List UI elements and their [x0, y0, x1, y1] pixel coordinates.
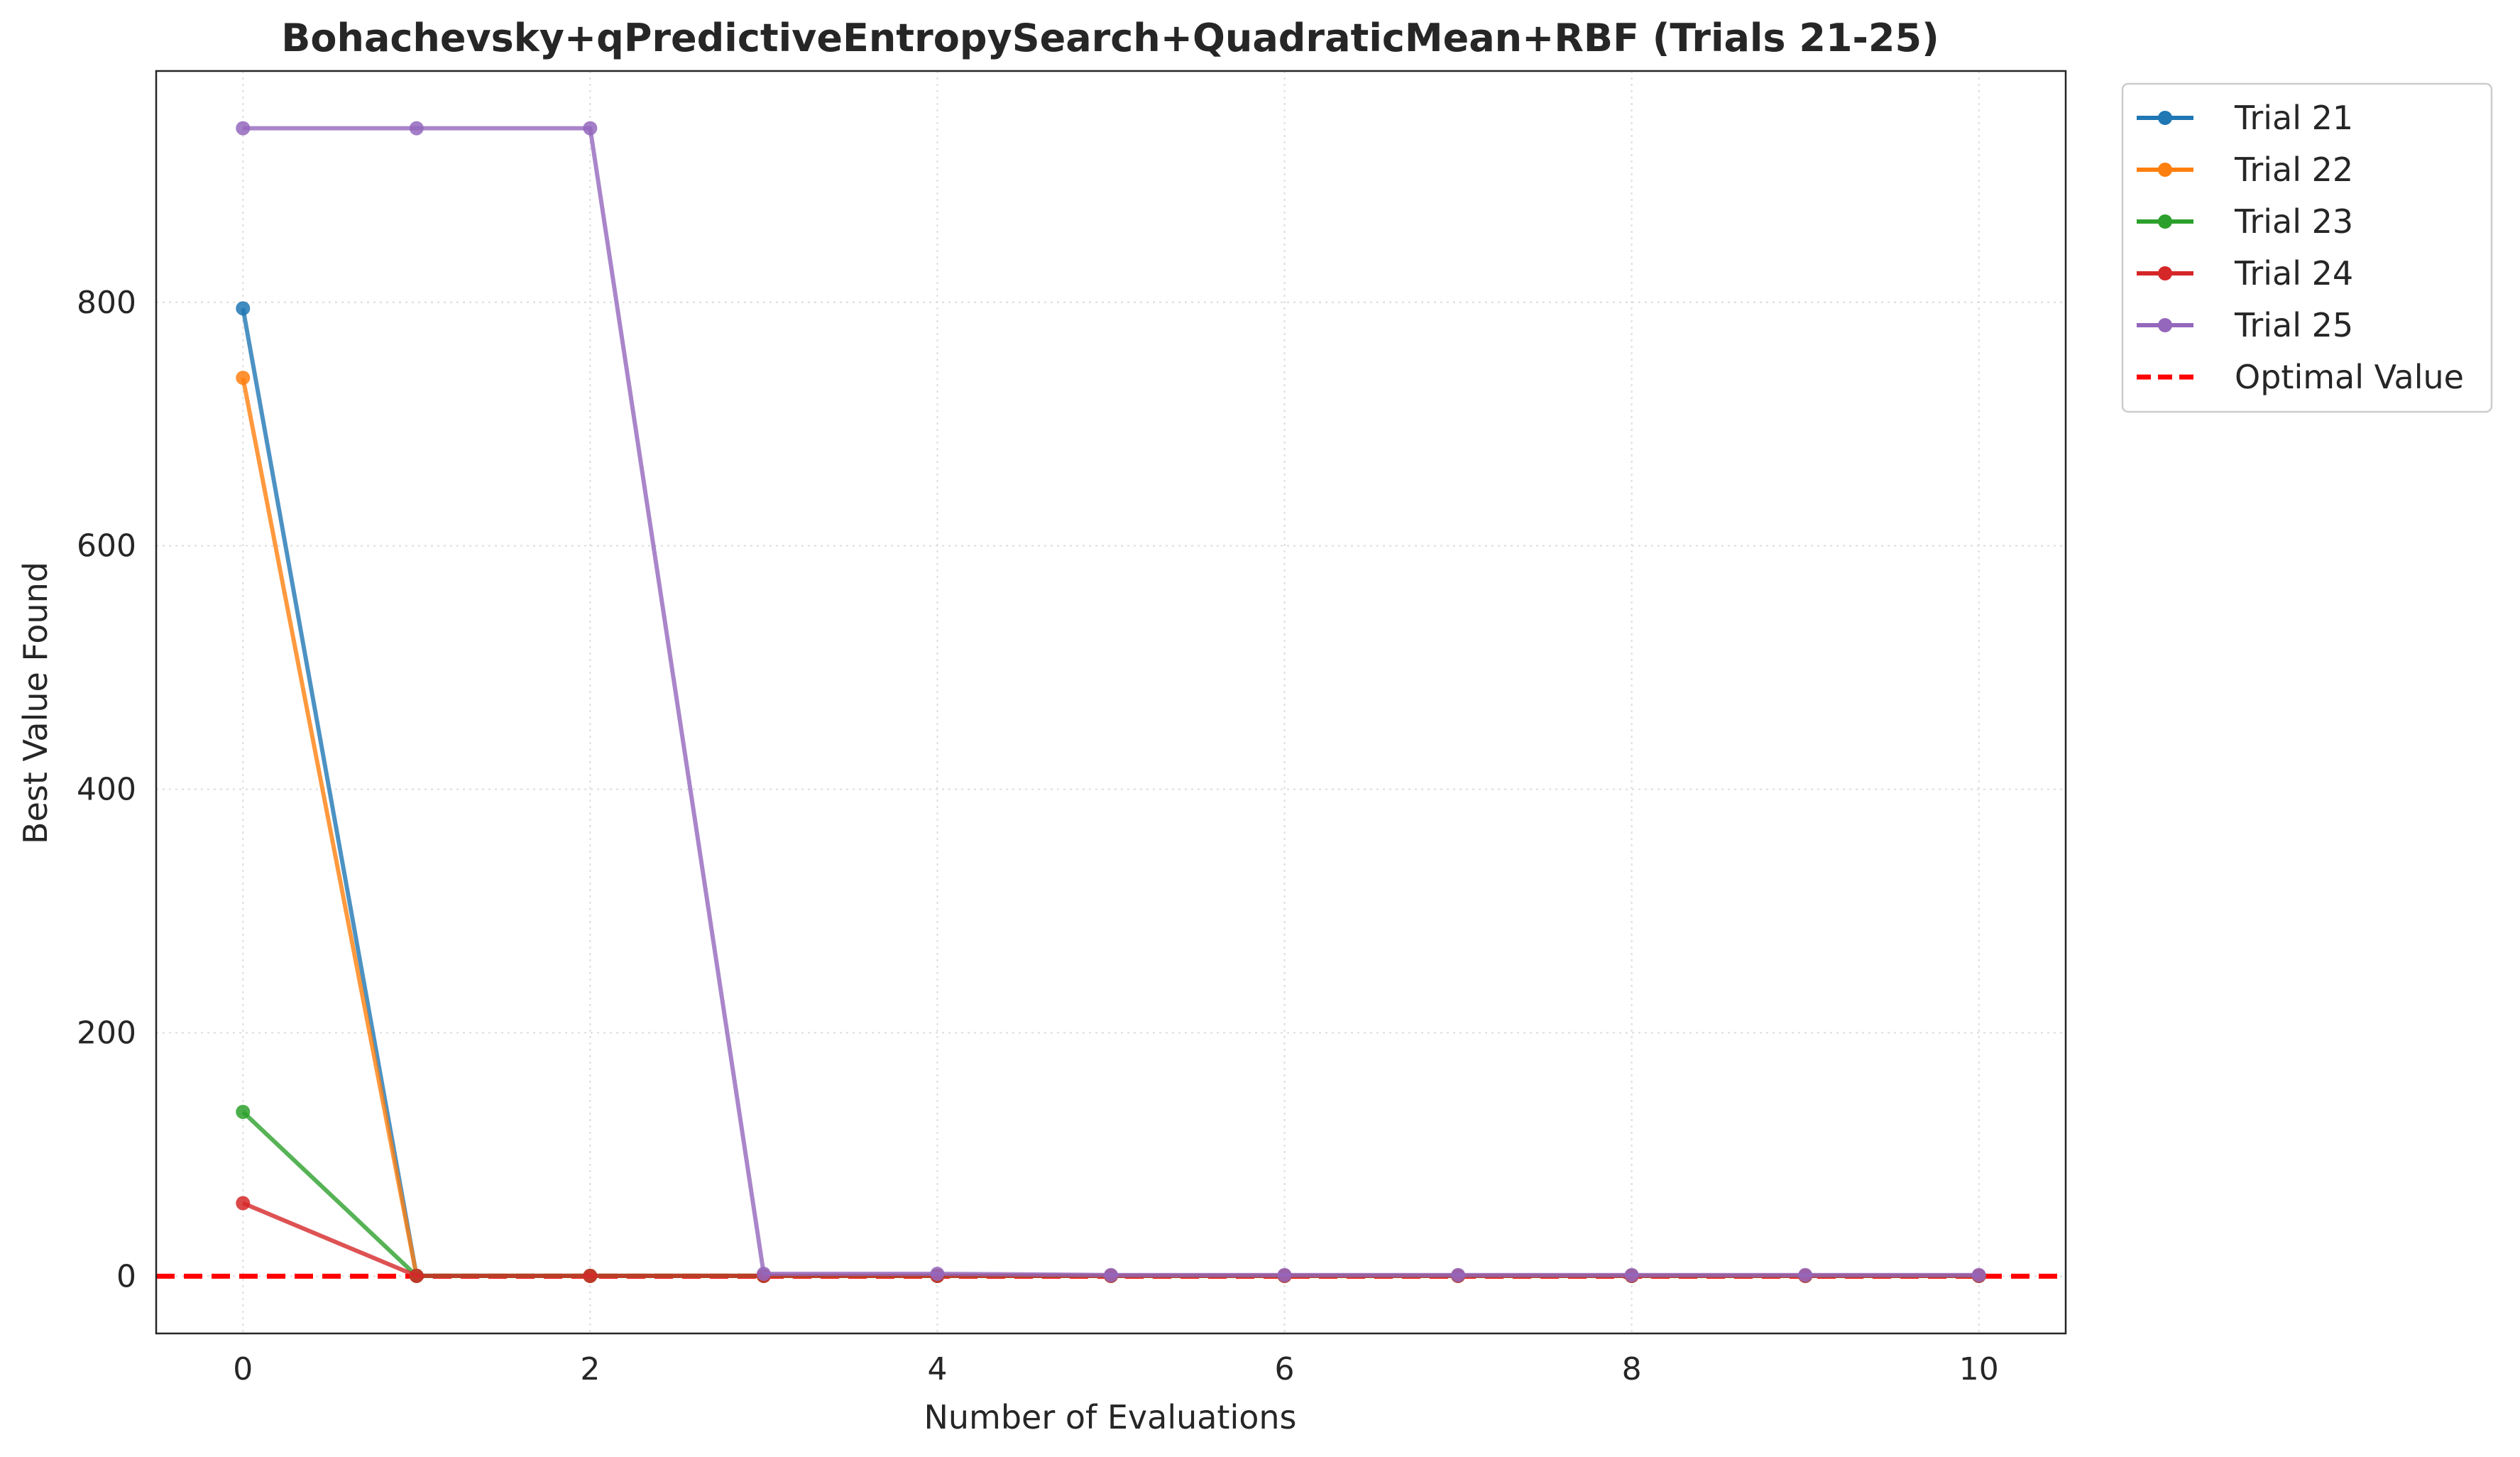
data-point — [236, 121, 251, 136]
y-tick-label: 800 — [77, 285, 136, 321]
data-point — [583, 1268, 598, 1283]
x-tick-label: 8 — [1622, 1351, 1642, 1387]
legend-marker — [2158, 214, 2172, 229]
data-point — [583, 121, 598, 136]
legend-label: Trial 23 — [2234, 202, 2353, 241]
x-tick-label: 0 — [233, 1351, 253, 1387]
chart-title: Bohachevsky+qPredictiveEntropySearch+Qua… — [281, 16, 1939, 60]
legend-label: Trial 22 — [2234, 151, 2353, 189]
tick-labels: 0 2 4 6 8 10 0 200 400 600 800 — [77, 285, 1999, 1387]
legend-label: Trial 24 — [2234, 254, 2353, 293]
legend-marker — [2158, 111, 2172, 125]
data-point — [236, 1104, 251, 1119]
x-tick-label: 10 — [1959, 1351, 1999, 1387]
x-tick-label: 6 — [1275, 1351, 1295, 1387]
data-point — [1104, 1267, 1118, 1282]
legend-marker — [2158, 266, 2172, 280]
series-line — [243, 126, 1979, 1277]
data-point — [409, 121, 424, 136]
legend-label: Optimal Value — [2235, 358, 2464, 396]
series-line — [241, 377, 1979, 1278]
data-point — [1451, 1267, 1466, 1282]
data-point — [236, 301, 251, 316]
x-tick-label: 2 — [580, 1351, 600, 1387]
data-point — [1798, 1267, 1813, 1282]
data-point — [1624, 1267, 1639, 1282]
legend-label: Trial 21 — [2234, 99, 2353, 137]
series-5 — [236, 121, 1986, 1282]
x-axis-label: Number of Evaluations — [924, 1398, 1296, 1436]
data-point — [1971, 1267, 1986, 1282]
plot-frame — [155, 70, 2067, 1335]
data-point — [236, 1196, 251, 1211]
data-point — [409, 1268, 424, 1283]
y-tick-label: 600 — [77, 528, 136, 564]
grid — [156, 71, 2066, 1333]
series-2 — [236, 371, 1986, 1283]
series-3 — [236, 1104, 1986, 1283]
y-tick-label: 0 — [116, 1258, 136, 1294]
data-point — [1277, 1267, 1292, 1282]
series-1 — [236, 301, 1986, 1283]
y-tick-label: 200 — [77, 1015, 136, 1052]
series-line — [241, 1110, 1979, 1278]
x-tick-label: 4 — [927, 1351, 947, 1387]
legend-marker — [2158, 318, 2172, 332]
y-axis-label: Best Value Found — [16, 562, 55, 844]
y-tick-label: 400 — [77, 772, 136, 808]
legend-marker — [2158, 163, 2172, 177]
series-line — [241, 307, 1979, 1278]
series-layer — [236, 121, 1986, 1283]
legend-label: Trial 25 — [2234, 306, 2353, 344]
data-point — [236, 371, 251, 386]
data-point — [930, 1266, 945, 1281]
legend: Trial 21 Trial 22 Trial 23 Trial 24 Trial 25… — [2121, 82, 2493, 413]
legend-box — [2121, 82, 2493, 413]
series-line — [242, 1201, 1979, 1278]
data-point — [756, 1266, 771, 1281]
